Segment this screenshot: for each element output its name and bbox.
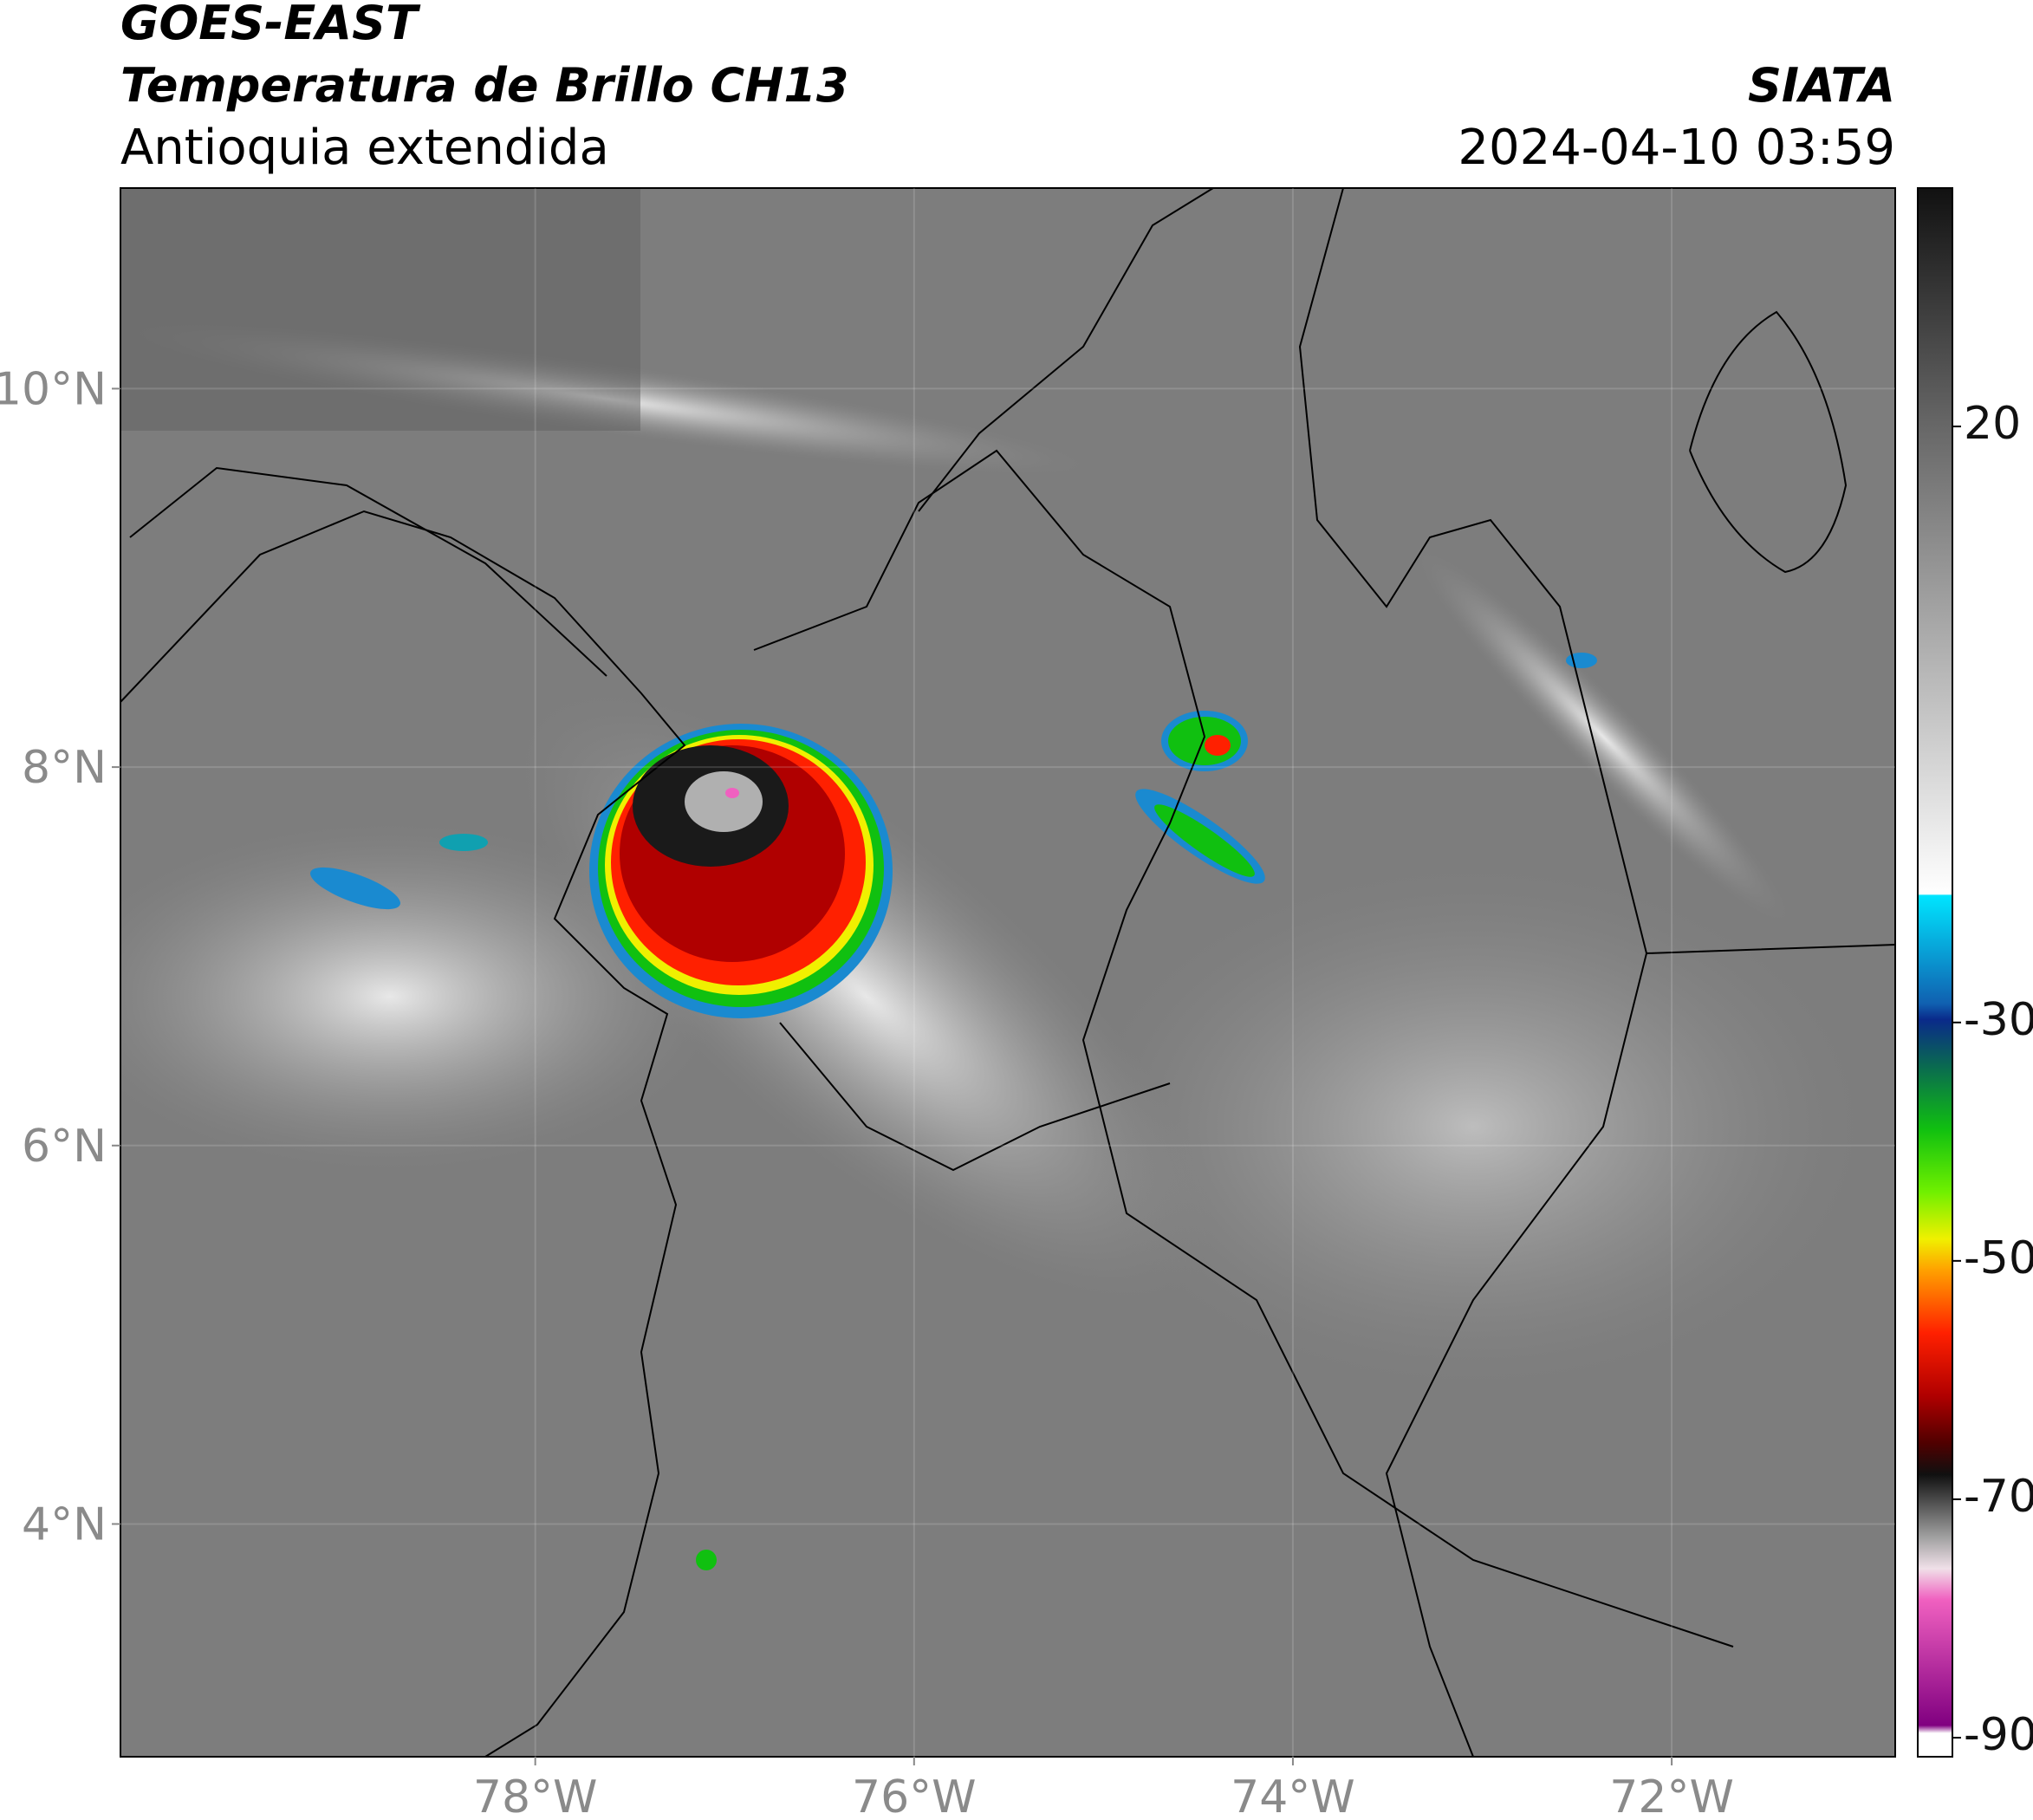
source: SIATA xyxy=(1748,58,1895,113)
colorbar xyxy=(1917,187,1953,1758)
x-tick-label: 76°W xyxy=(852,1771,977,1820)
title-region: Antioquia extendida xyxy=(120,120,609,176)
y-tick-label: 8°N xyxy=(22,742,107,794)
title-product: Temperatura de Brillo CH13 xyxy=(120,58,849,113)
map-frame xyxy=(120,187,1896,1758)
colorbar-tick-label: -30 xyxy=(1964,994,2033,1046)
y-tick-label: 4°N xyxy=(22,1498,107,1550)
colorbar-tick-label: -70 xyxy=(1964,1471,2033,1523)
colorbar-tick-label: 20 xyxy=(1964,398,2021,450)
storm xyxy=(589,724,893,1018)
datetime: 2024-04-10 03:59 xyxy=(1458,120,1895,176)
x-tick-label: 74°W xyxy=(1231,1771,1355,1820)
borders xyxy=(120,188,1895,1757)
cells xyxy=(310,653,1597,1570)
y-tick-label: 10°N xyxy=(0,363,107,415)
x-tick-label: 78°W xyxy=(473,1771,598,1820)
colorbar-tick-label: -50 xyxy=(1964,1232,2033,1284)
map-imagery xyxy=(120,188,1895,1757)
title-satellite: GOES-EAST xyxy=(120,0,421,50)
x-tick-label: 72°W xyxy=(1609,1771,1734,1820)
y-tick-label: 6°N xyxy=(22,1121,107,1173)
colorbar-tick-label: -90 xyxy=(1964,1709,2033,1761)
